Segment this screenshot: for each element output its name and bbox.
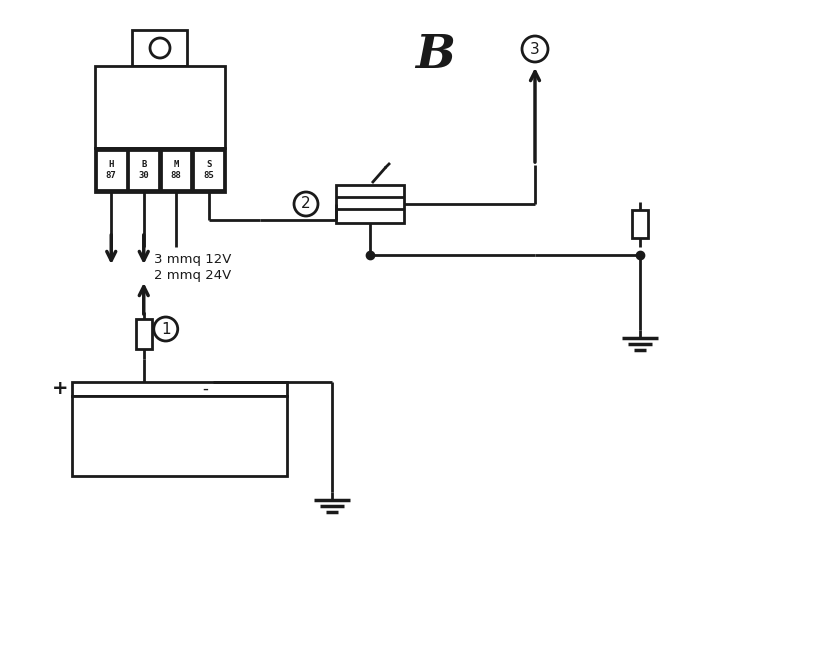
Text: -: - xyxy=(203,380,208,398)
Bar xyxy=(95,66,225,148)
Text: B
30: B 30 xyxy=(138,160,149,180)
Bar xyxy=(336,185,404,223)
Text: 3 mmq 12V: 3 mmq 12V xyxy=(154,254,231,266)
Bar xyxy=(96,150,127,190)
Bar xyxy=(95,148,225,192)
Bar xyxy=(632,210,648,238)
Bar xyxy=(72,382,287,396)
Bar xyxy=(133,30,188,66)
Text: B: B xyxy=(415,32,455,78)
Bar xyxy=(136,319,152,349)
Text: 1: 1 xyxy=(161,322,171,337)
Text: S
85: S 85 xyxy=(204,160,214,180)
Text: H
87: H 87 xyxy=(105,160,117,180)
Bar xyxy=(161,150,191,190)
Text: +: + xyxy=(52,379,68,398)
Text: M
88: M 88 xyxy=(171,160,181,180)
Text: 2: 2 xyxy=(302,196,311,211)
Text: 2 mmq 24V: 2 mmq 24V xyxy=(154,269,231,283)
Bar xyxy=(72,396,287,476)
Bar xyxy=(194,150,224,190)
Bar xyxy=(129,150,159,190)
Text: 3: 3 xyxy=(530,41,540,56)
